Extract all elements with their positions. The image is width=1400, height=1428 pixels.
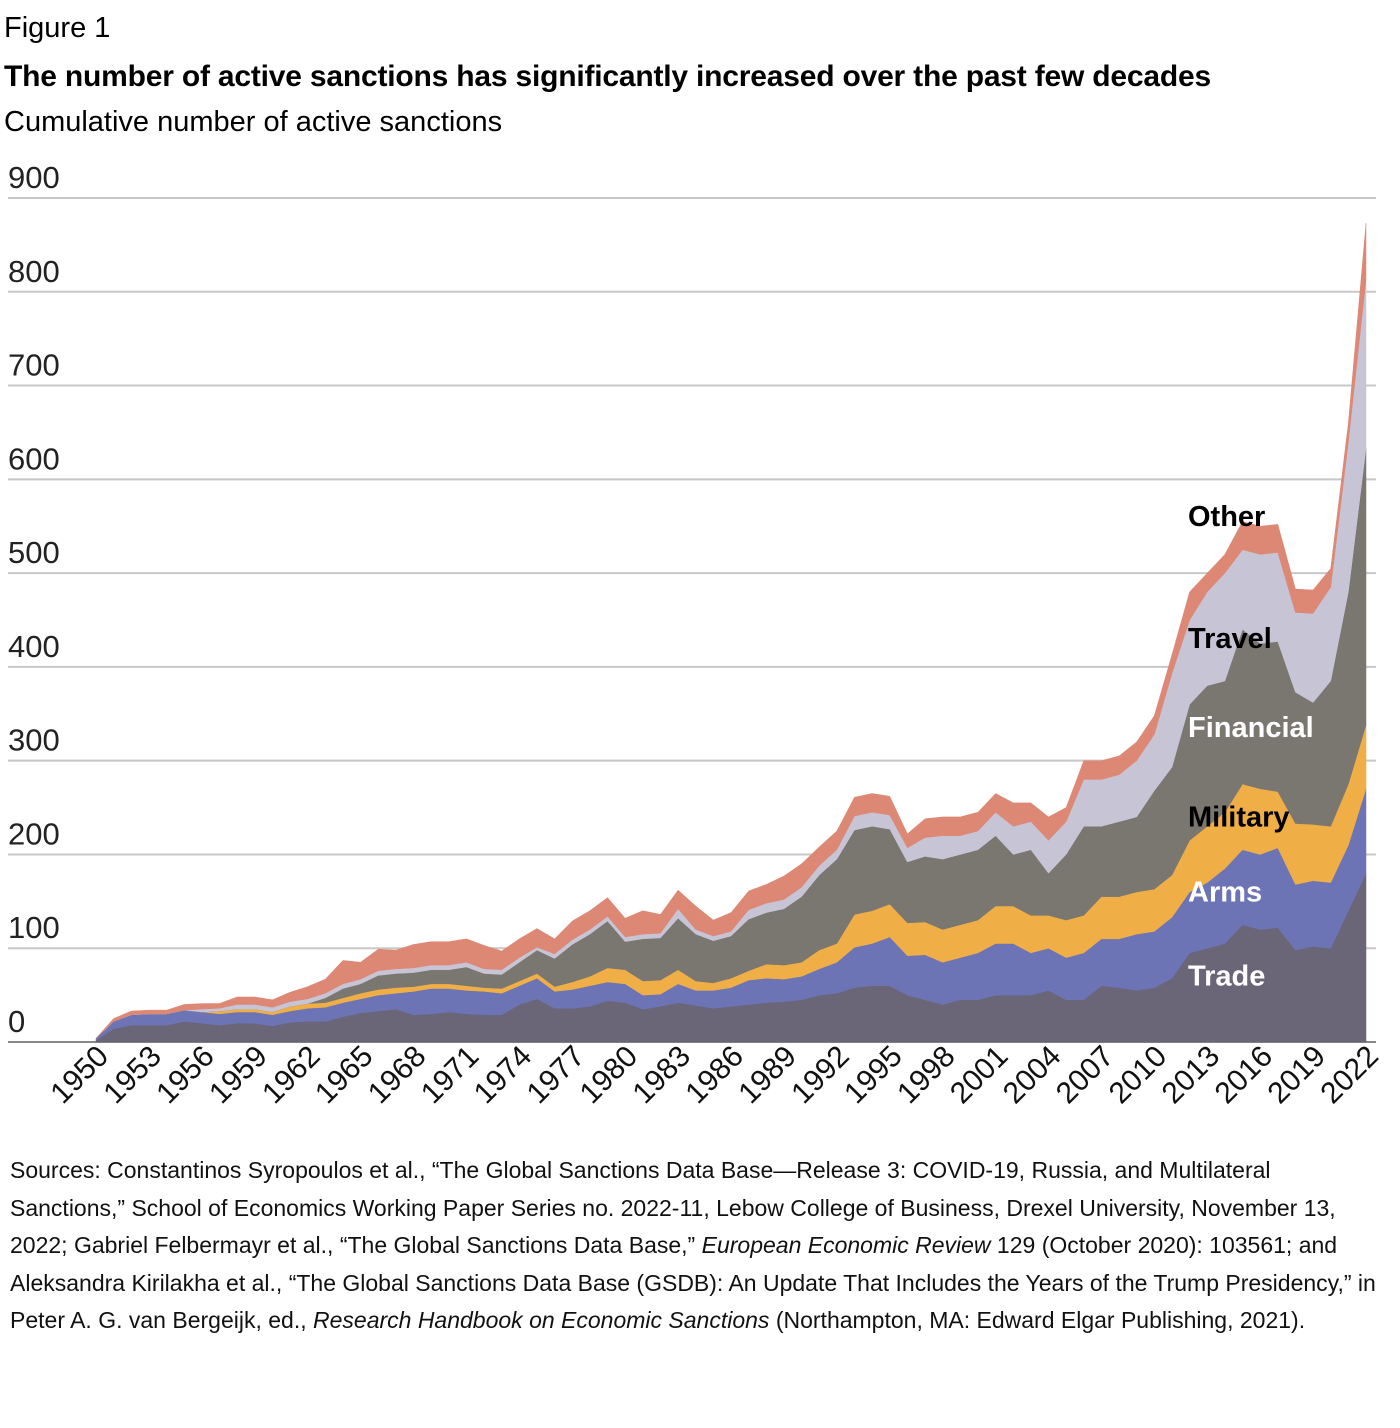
x-tick-label: 2016 bbox=[1209, 1040, 1280, 1111]
x-tick-label: 2019 bbox=[1261, 1040, 1332, 1111]
series-label-arms: Arms bbox=[1188, 876, 1262, 908]
x-tick-label: 2004 bbox=[997, 1040, 1068, 1111]
area-other bbox=[95, 223, 1367, 1039]
sources-note: Sources: Constantinos Syropoulos et al.,… bbox=[10, 1152, 1390, 1340]
series-label-trade: Trade bbox=[1188, 961, 1265, 993]
figure-label: Figure 1 bbox=[4, 12, 111, 44]
y-tick-label: 200 bbox=[8, 816, 60, 851]
x-tick-label: 1956 bbox=[150, 1040, 221, 1111]
grid-lines bbox=[8, 197, 1376, 1043]
y-axis-ticks: 0 100 200 300 400 500 600 700 800 900 bbox=[8, 160, 60, 1039]
y-tick-label: 700 bbox=[8, 348, 60, 383]
x-tick-label: 1974 bbox=[468, 1040, 539, 1111]
series-labels: Trade Arms Military Financial Travel Other bbox=[1188, 501, 1314, 993]
y-tick-label: 100 bbox=[8, 910, 60, 945]
y-tick-label: 900 bbox=[8, 160, 60, 195]
y-tick-label: 400 bbox=[8, 629, 60, 664]
chart-title: The number of active sanctions has signi… bbox=[4, 60, 1211, 93]
y-tick-label: 600 bbox=[8, 441, 60, 476]
x-tick-label: 1977 bbox=[521, 1040, 592, 1111]
x-tick-label: 2022 bbox=[1314, 1040, 1385, 1111]
x-tick-label: 1950 bbox=[44, 1040, 115, 1111]
y-tick-label: 800 bbox=[8, 254, 60, 289]
x-tick-label: 1962 bbox=[256, 1040, 327, 1111]
x-tick-label: 1971 bbox=[415, 1040, 486, 1111]
x-tick-label: 1965 bbox=[309, 1040, 380, 1111]
x-tick-label: 1986 bbox=[679, 1040, 750, 1111]
x-tick-label: 2010 bbox=[1103, 1040, 1174, 1111]
series-label-travel: Travel bbox=[1188, 623, 1272, 655]
sources-journal: European Economic Review bbox=[701, 1232, 991, 1258]
sources-text-1: Sources: Constantinos Syropoulos et al.,… bbox=[10, 1157, 1336, 1258]
sources-text-2: 129 (October 2020): 103561; and Aleksand… bbox=[10, 1232, 1376, 1333]
x-tick-label: 2007 bbox=[1050, 1040, 1121, 1111]
x-tick-label: 1989 bbox=[732, 1040, 803, 1111]
x-tick-label: 1995 bbox=[838, 1040, 909, 1111]
x-tick-label: 1983 bbox=[626, 1040, 697, 1111]
x-tick-label: 2013 bbox=[1156, 1040, 1227, 1111]
series-label-other: Other bbox=[1188, 501, 1265, 533]
x-tick-label: 1992 bbox=[785, 1040, 856, 1111]
x-axis-ticks: 1950195319561959196219651968197119741977… bbox=[44, 1040, 1385, 1111]
sources-text-3: (Northampton, MA: Edward Elgar Publishin… bbox=[769, 1307, 1306, 1333]
x-tick-label: 1953 bbox=[97, 1040, 168, 1111]
x-tick-label: 1968 bbox=[362, 1040, 433, 1111]
x-tick-label: 1959 bbox=[203, 1040, 274, 1111]
x-tick-label: 1980 bbox=[574, 1040, 645, 1111]
sources-book: Research Handbook on Economic Sanctions bbox=[313, 1307, 770, 1333]
x-tick-label: 2001 bbox=[944, 1040, 1015, 1111]
area-series bbox=[95, 223, 1367, 1043]
y-tick-label: 300 bbox=[8, 723, 60, 758]
y-tick-label: 0 bbox=[8, 1004, 25, 1039]
x-tick-label: 1998 bbox=[891, 1040, 962, 1111]
chart-subtitle: Cumulative number of active sanctions bbox=[4, 106, 503, 138]
series-label-financial: Financial bbox=[1188, 712, 1314, 744]
series-label-military: Military bbox=[1188, 801, 1290, 833]
y-tick-label: 500 bbox=[8, 535, 60, 570]
